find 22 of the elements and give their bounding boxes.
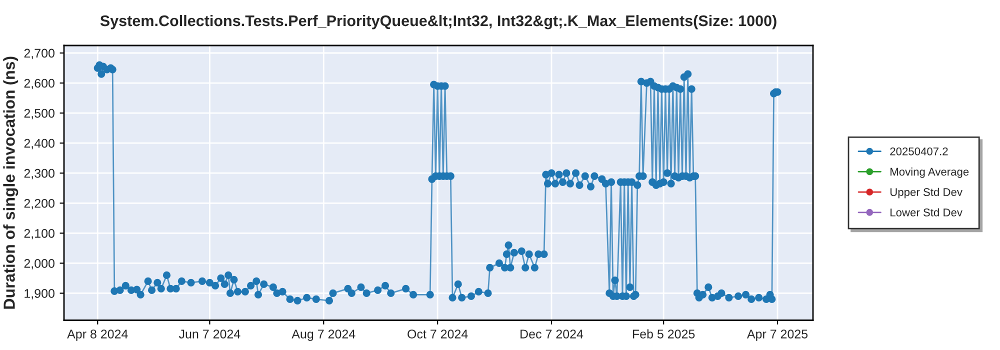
y-tick-label: 2,600 <box>24 78 54 90</box>
y-tick-label: 2,300 <box>24 168 54 180</box>
legend-label: Lower Std Dev <box>890 208 962 216</box>
y-tick-label: 2,100 <box>24 228 54 240</box>
y-tick-label: 2,700 <box>24 48 54 60</box>
x-tick-label: Oct 7 2024 <box>408 330 468 338</box>
x-tick-label: Apr 7 2025 <box>746 330 808 341</box>
x-tick-label: Dec 7 2024 <box>520 330 584 338</box>
chart-title: System.Collections.Tests.Perf_PriorityQueue&lt;Int32, Int32&gt;.K_Max_Elements(Size: 1000) <box>100 14 776 30</box>
y-axis-title: Duration of single invocation (ns) <box>3 56 18 309</box>
y-tick-label: 2,500 <box>24 108 54 120</box>
y-tick-label: 2,400 <box>24 138 54 150</box>
legend-label: Upper Std Dev <box>890 188 962 198</box>
x-tick-label: Aug 7 2024 <box>292 330 356 341</box>
legend-label: Moving Average <box>890 168 969 178</box>
x-tick-label: Feb 5 2025 <box>632 329 695 338</box>
x-tick-label: Apr 8 2024 <box>67 330 128 341</box>
y-tick-label: 2,200 <box>24 198 54 210</box>
y-tick-label: 1,900 <box>24 289 54 300</box>
x-tick-label: Jun 7 2024 <box>178 330 240 338</box>
legend-label: 20250407.2 <box>890 147 948 156</box>
y-tick-label: 2,000 <box>24 259 54 270</box>
